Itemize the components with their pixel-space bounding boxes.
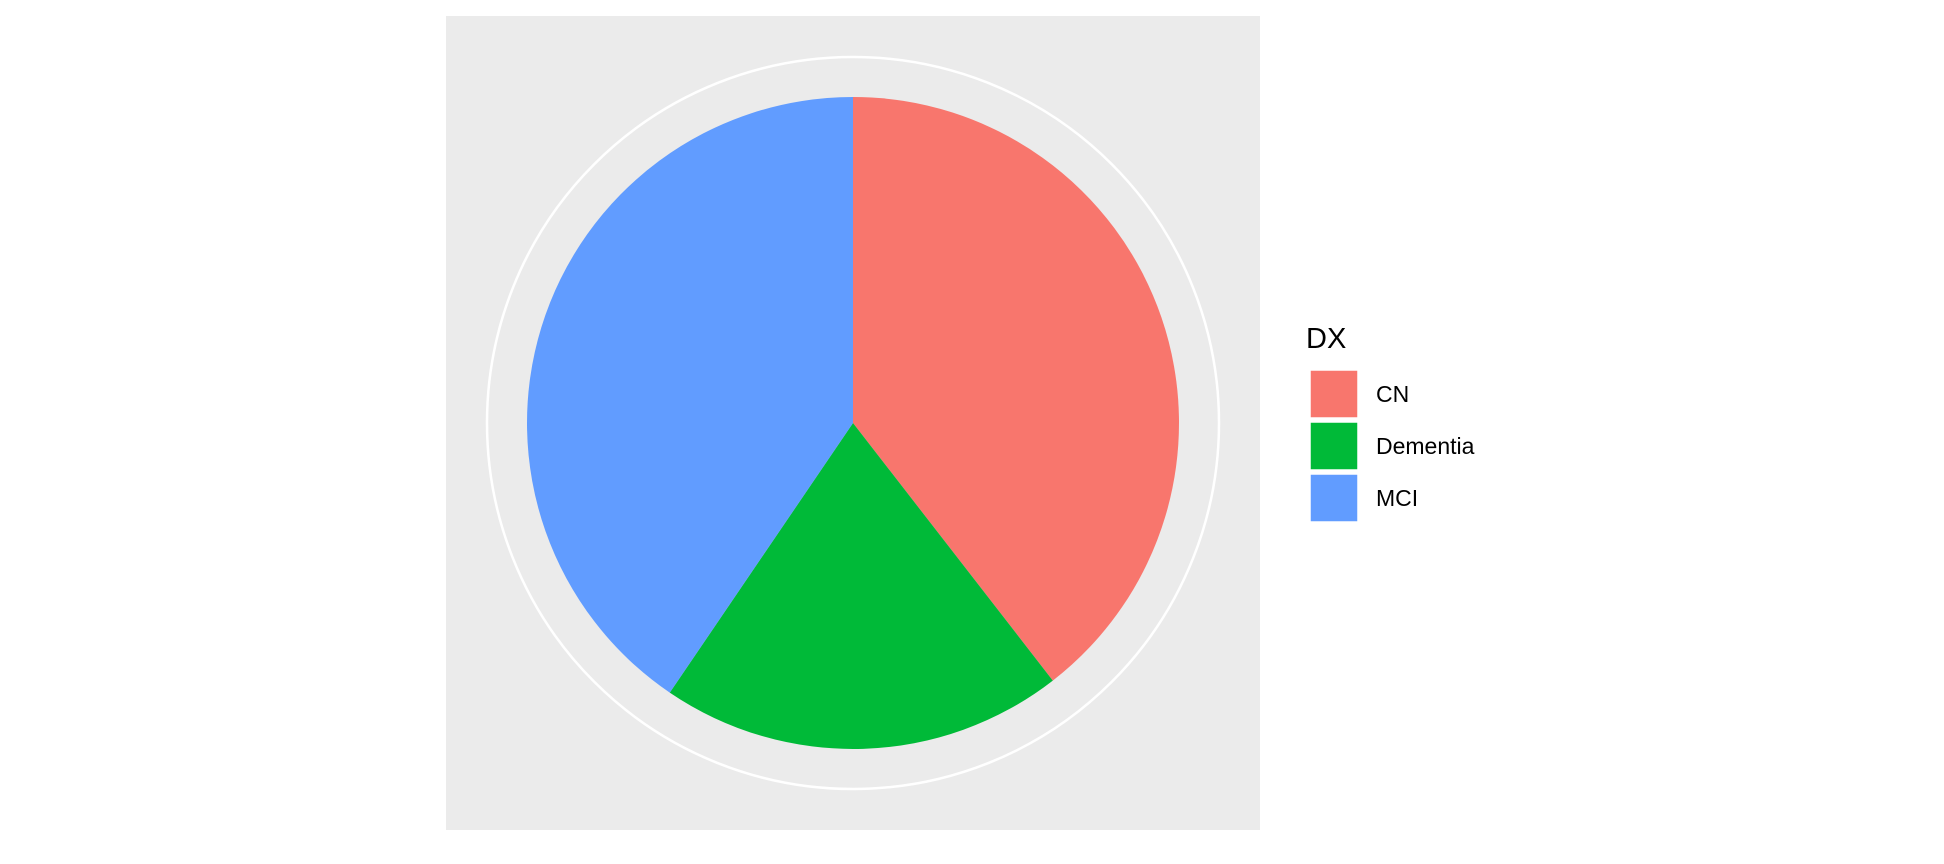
legend-key-dementia bbox=[1309, 421, 1359, 471]
pie-slice-mci bbox=[527, 97, 853, 693]
legend-entry-mci: MCI bbox=[1309, 473, 1418, 523]
legend-key-mci bbox=[1309, 473, 1359, 523]
legend-title: DX bbox=[1306, 323, 1346, 355]
pie-slice-dementia bbox=[669, 423, 1053, 749]
legend: DX CN Dementia MCI bbox=[1306, 323, 1475, 523]
legend-entry-dementia: Dementia bbox=[1309, 421, 1475, 471]
legend-entry-cn: CN bbox=[1309, 369, 1409, 419]
pie-slice-cn bbox=[853, 97, 1179, 681]
legend-label-cn: CN bbox=[1376, 381, 1409, 407]
legend-label-mci: MCI bbox=[1376, 485, 1418, 511]
legend-key-cn bbox=[1309, 369, 1359, 419]
radial-gridline bbox=[485, 55, 1221, 791]
legend-label-dementia: Dementia bbox=[1376, 433, 1475, 459]
pie-slices bbox=[527, 97, 1179, 749]
